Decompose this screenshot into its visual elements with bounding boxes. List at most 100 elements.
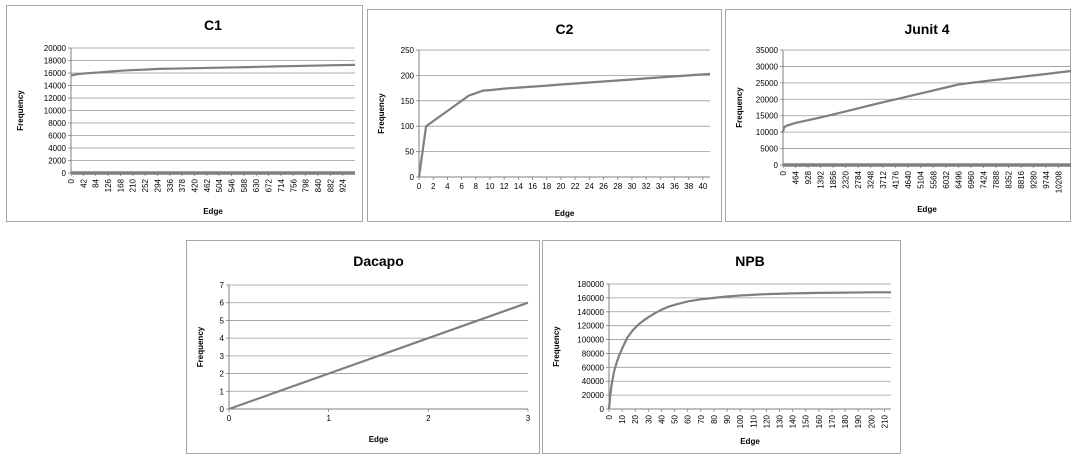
x-tick-label: 4176: [892, 170, 901, 188]
y-tick-label: 5000: [760, 145, 778, 154]
x-tick-label: 3712: [879, 170, 888, 188]
y-tick-label: 60000: [582, 363, 605, 372]
x-tick-label: 2: [431, 182, 436, 191]
x-tick-label: 6960: [967, 170, 976, 188]
y-tick-label: 6: [220, 299, 225, 308]
x-tick-label: 24: [585, 182, 594, 191]
x-tick-label: 1856: [829, 170, 838, 188]
x-tick-label: 6: [459, 182, 464, 191]
x-tick-label: 200: [867, 414, 876, 428]
chart-panel-c1: C1 0 2000 4000 6000 8000 10000 12000 14000 16000 1…: [6, 5, 363, 222]
x-tick-label: 756: [289, 178, 298, 192]
x-tick-label: 70: [697, 414, 706, 423]
y-tick-label: 5: [220, 316, 225, 325]
x-tick-label: 100: [736, 414, 745, 428]
x-tick-label: 26: [599, 182, 608, 191]
x-tick-label: 462: [203, 178, 212, 192]
y-tick-label: 6000: [48, 132, 66, 141]
x-tick-label: 120: [762, 414, 771, 428]
x-tick-label: 924: [339, 178, 348, 192]
x-tick-label: 160: [815, 414, 824, 428]
x-tick-label: 10: [618, 414, 627, 423]
x-tick-label: 0: [605, 414, 614, 419]
x-tick-label: 110: [749, 414, 758, 427]
x-tick-label: 9744: [1042, 170, 1051, 188]
x-tick-label: 30: [644, 414, 653, 423]
y-axis-label: Frequency: [16, 90, 25, 131]
x-tick-label: 294: [153, 178, 162, 192]
y-tick-label: 150: [401, 97, 415, 106]
x-tick-label: 464: [792, 170, 801, 184]
x-tick-label: 60: [684, 414, 693, 423]
chart-title: Junit 4: [904, 21, 949, 37]
y-tick-label: 3: [220, 352, 225, 361]
x-tick-label: 7888: [992, 170, 1001, 188]
y-tick-label: 15000: [756, 112, 779, 121]
y-tick-label: 0: [774, 161, 779, 170]
chart-title: Dacapo: [353, 253, 404, 269]
y-tick-label: 25000: [756, 79, 779, 88]
chart-svg: C1 0 2000 4000 6000 8000 10000 12000 14000 16000 1…: [16, 17, 356, 216]
x-tick-label: 9280: [1029, 170, 1038, 188]
x-tick-label: 8352: [1004, 170, 1013, 188]
chart-panel-c2: C2 0 50 100 150 200 250 0 2 4 6 8 10 12 14 16 18 20 22 24 26…: [367, 9, 722, 222]
x-tick-label: 12: [500, 182, 509, 191]
y-tick-label: 40000: [582, 377, 605, 386]
x-tick-label: 40: [657, 414, 666, 423]
x-tick-label: 4640: [904, 170, 913, 188]
y-tick-label: 100000: [577, 336, 604, 345]
y-tick-label: 250: [401, 46, 415, 55]
x-tick-label: 50: [671, 414, 680, 423]
y-axis-label: Frequency: [552, 326, 561, 367]
y-tick-label: 0: [600, 405, 605, 414]
y-tick-label: 8000: [48, 119, 66, 128]
x-tick-label: 18: [542, 182, 551, 191]
x-tick-label: 8: [474, 182, 479, 191]
x-axis-label: Edge: [555, 209, 575, 218]
x-tick-label: 34: [656, 182, 665, 191]
x-tick-label: 40: [698, 182, 707, 191]
x-tick-label: 7424: [979, 170, 988, 188]
x-tick-label: 0: [417, 182, 422, 191]
x-axis-label: Edge: [740, 437, 760, 446]
x-tick-label: 252: [141, 178, 150, 192]
x-tick-label: 10: [486, 182, 495, 191]
y-tick-label: 50: [405, 148, 414, 157]
x-tick-label: 3248: [867, 170, 876, 188]
x-tick-label: 420: [190, 178, 199, 192]
x-tick-label: 6032: [942, 170, 951, 188]
x-tick-label: 2320: [842, 170, 851, 188]
x-tick-label: 2784: [854, 170, 863, 188]
x-tick-label: 140: [789, 414, 798, 428]
x-tick-label: 2: [426, 414, 431, 423]
chart-svg: NPB0200004000060000800001000001200001400…: [552, 253, 891, 446]
x-tick-label: 10208: [1054, 170, 1063, 193]
x-tick-label: 28: [613, 182, 622, 191]
x-tick-label: 14: [514, 182, 523, 191]
x-tick-label: 8816: [1017, 170, 1026, 188]
chart-title: C2: [556, 21, 574, 37]
x-tick-label: 5568: [929, 170, 938, 188]
y-axis-label: Frequency: [196, 326, 205, 367]
x-tick-label: 5104: [917, 170, 926, 188]
x-tick-label: 928: [804, 170, 813, 184]
x-tick-label: 6496: [954, 170, 963, 188]
x-tick-label: 840: [314, 178, 323, 192]
y-tick-label: 12000: [44, 94, 67, 103]
x-tick-label: 882: [326, 178, 335, 192]
x-tick-label: 30: [627, 182, 636, 191]
x-tick-label: 180: [841, 414, 850, 428]
x-tick-label: 168: [116, 178, 125, 192]
y-tick-label: 20000: [756, 95, 779, 104]
y-tick-label: 0: [410, 173, 415, 182]
series-line: [70, 63, 356, 77]
x-tick-label: 80: [710, 414, 719, 423]
y-tick-label: 100: [401, 122, 415, 131]
y-tick-label: 2: [220, 370, 225, 379]
x-tick-label: 504: [215, 178, 224, 192]
x-tick-label: 0: [67, 178, 76, 183]
x-tick-label: 150: [802, 414, 811, 428]
chart-panel-dacapo: Dacapo 0 1 2 3 4 5 6 7 0 1 2 3 Edge Frequency: [186, 240, 540, 454]
chart-title: NPB: [735, 253, 765, 269]
